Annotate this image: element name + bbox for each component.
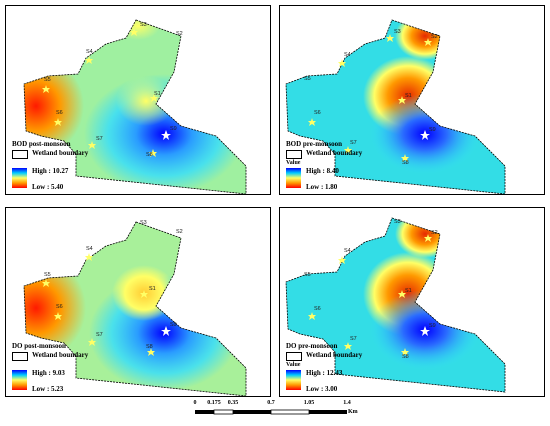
station-label: S3: [394, 29, 401, 35]
wetland-map: S1 S2 S3 S4 S5 S6 S7 S8 S9: [285, 19, 506, 195]
wetland-boundary-label: Wetland boundary: [32, 149, 89, 157]
color-ramp: [286, 168, 301, 188]
color-ramp: [286, 370, 301, 390]
station-label: S4: [344, 52, 351, 58]
station-label: S1: [405, 93, 412, 99]
station-label: S1: [405, 288, 412, 294]
station-label: S9: [170, 322, 177, 328]
legend-low-value: Low : 5.40: [32, 183, 64, 191]
station-label: S7: [350, 140, 357, 146]
station-label: S2: [431, 34, 438, 40]
station-label: S3: [394, 219, 401, 225]
wetland-boundary-swatch: [12, 352, 28, 361]
color-ramp: [12, 370, 27, 390]
station-label: S5: [304, 76, 311, 82]
station-label: S8: [146, 344, 153, 350]
scale-tick: 0.175: [207, 400, 221, 406]
map-legend: BOD post-monsoon Wetland boundary High :…: [12, 140, 122, 194]
map-panel-bod-pre-monsoon: S1 S2 S3 S4 S5 S6 S7 S8 S9 BOD pre-monso…: [279, 5, 545, 195]
station-label: S2: [176, 31, 183, 37]
station-label: S9: [429, 323, 436, 329]
legend-title: BOD pre-monsoon: [286, 140, 343, 148]
scale-bar-graphic: [195, 409, 347, 415]
scale-tick: 1.05: [303, 400, 315, 406]
map-legend: DO post-monsoon Wetland boundary High : …: [12, 342, 122, 396]
station-label: S5: [304, 272, 311, 278]
station-label: S3: [140, 220, 147, 226]
wetland-boundary-swatch: [286, 150, 302, 159]
scale-unit: Km: [348, 409, 358, 415]
station-label: S7: [350, 336, 357, 342]
wetland-map: S1 S2 S3 S4 S5 S6 S7 S8 S9: [23, 19, 247, 195]
station-label: S2: [176, 229, 183, 235]
legend-low-value: Low : 5.23: [32, 385, 64, 393]
legend-low-value: Low : 3.00: [306, 385, 338, 393]
station-label: S7: [96, 136, 103, 142]
scale-tick: 0.35: [227, 400, 239, 406]
station-label: S5: [44, 77, 51, 83]
station-label: S9: [429, 127, 436, 133]
station-label: S8: [146, 152, 153, 158]
legend-title: DO post-monsoon: [12, 342, 66, 350]
legend-high-value: High : 9.03: [32, 369, 65, 377]
wetland-map: S1 S2 S3 S4 S5 S6 S7 S8 S9: [23, 220, 247, 397]
station-label: S6: [314, 306, 321, 312]
legend-title: DO pre-monsoon: [286, 342, 338, 350]
station-label: S8: [402, 160, 409, 166]
map-panel-do-pre-monsoon: S1 S2 S3 S4 S5 S6 S7 S8 S9 DO pre-monsoo…: [279, 207, 545, 397]
station-label: S4: [86, 246, 93, 252]
color-ramp: [12, 168, 27, 188]
wetland-boundary-swatch: [286, 352, 302, 361]
scale-tick: 1.4: [343, 400, 351, 406]
station-label: S6: [314, 110, 321, 116]
legend-low-value: Low : 1.80: [306, 183, 338, 191]
legend-high-value: High : 8.40: [306, 167, 339, 175]
station-label: S3: [140, 22, 147, 28]
legend-high-value: High : 12.43: [306, 369, 343, 377]
wetland-map: S1 S2 S3 S4 S5 S6 S7 S8 S9: [285, 217, 506, 393]
station-label: S7: [96, 332, 103, 338]
station-label: S4: [344, 248, 351, 254]
value-label: Value: [286, 362, 301, 368]
map-legend: BOD pre-monsoon Wetland boundary Value H…: [286, 140, 396, 194]
map-panel-bod-post-monsoon: S1 S2 S3 S4 S5 S6 S7 S8 S9 BOD post-mons…: [5, 5, 271, 195]
station-label: S2: [431, 230, 438, 236]
scale-tick: 0.7: [267, 400, 275, 406]
wetland-boundary-label: Wetland boundary: [32, 351, 89, 359]
map-panel-do-post-monsoon: S1 S2 S3 S4 S5 S6 S7 S8 S9 DO post-monso…: [5, 207, 271, 397]
scale-tick: 0: [193, 400, 197, 406]
station-label: S9: [170, 126, 177, 132]
legend-high-value: High : 10.27: [32, 167, 69, 175]
scale-bar: 0 0.175 0.35 0.7 1.05 1.4 Km: [193, 400, 358, 424]
station-label: S4: [86, 49, 93, 55]
value-label: Value: [286, 160, 301, 166]
wetland-boundary-swatch: [12, 150, 28, 159]
station-label: S6: [56, 304, 63, 310]
station-label: S8: [402, 354, 409, 360]
map-legend: DO pre-monsoon Wetland boundary Value Hi…: [286, 342, 396, 396]
station-label: S1: [149, 286, 156, 292]
station-label: S5: [44, 272, 51, 278]
wetland-boundary-label: Wetland boundary: [306, 149, 363, 157]
station-label: S6: [56, 110, 63, 116]
wetland-boundary-label: Wetland boundary: [306, 351, 363, 359]
legend-title: BOD post-monsoon: [12, 140, 71, 148]
station-label: S1: [154, 91, 161, 97]
